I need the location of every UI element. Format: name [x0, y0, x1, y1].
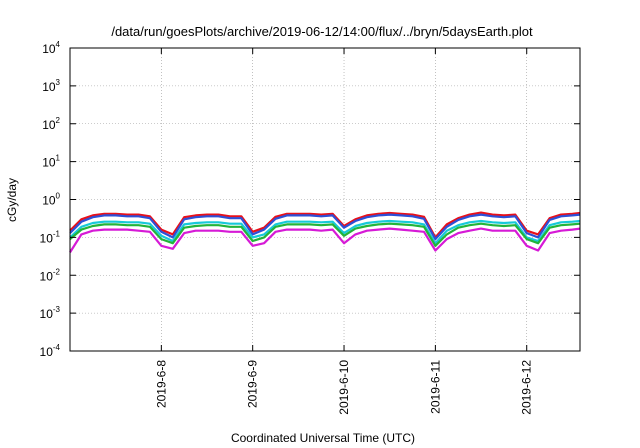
- x-tick-label: 2019-6-9: [246, 360, 260, 408]
- series-line-2: [69, 213, 581, 241]
- x-axis: 2019-6-8 2019-6-9 2019-6-10 2019-6-11 2019-6…: [154, 48, 534, 415]
- y-axis-label: cGy/day: [5, 178, 19, 222]
- series-line-1: [69, 211, 581, 239]
- x-tick-label: 2019-6-10: [337, 360, 351, 415]
- series-group: [69, 211, 581, 253]
- series-line-4: [69, 222, 581, 247]
- x-tick-label: 2019-6-8: [154, 360, 168, 408]
- x-tick-label: 2019-6-12: [520, 360, 534, 415]
- x-tick-label: 2019-6-11: [428, 360, 442, 414]
- x-axis-label: Coordinated Universal Time (UTC): [231, 431, 415, 445]
- chart-title: /data/run/goesPlots/archive/2019-06-12/1…: [111, 24, 533, 39]
- series-line-3: [69, 219, 581, 245]
- series-line-5: [69, 227, 581, 253]
- grid: [70, 48, 580, 351]
